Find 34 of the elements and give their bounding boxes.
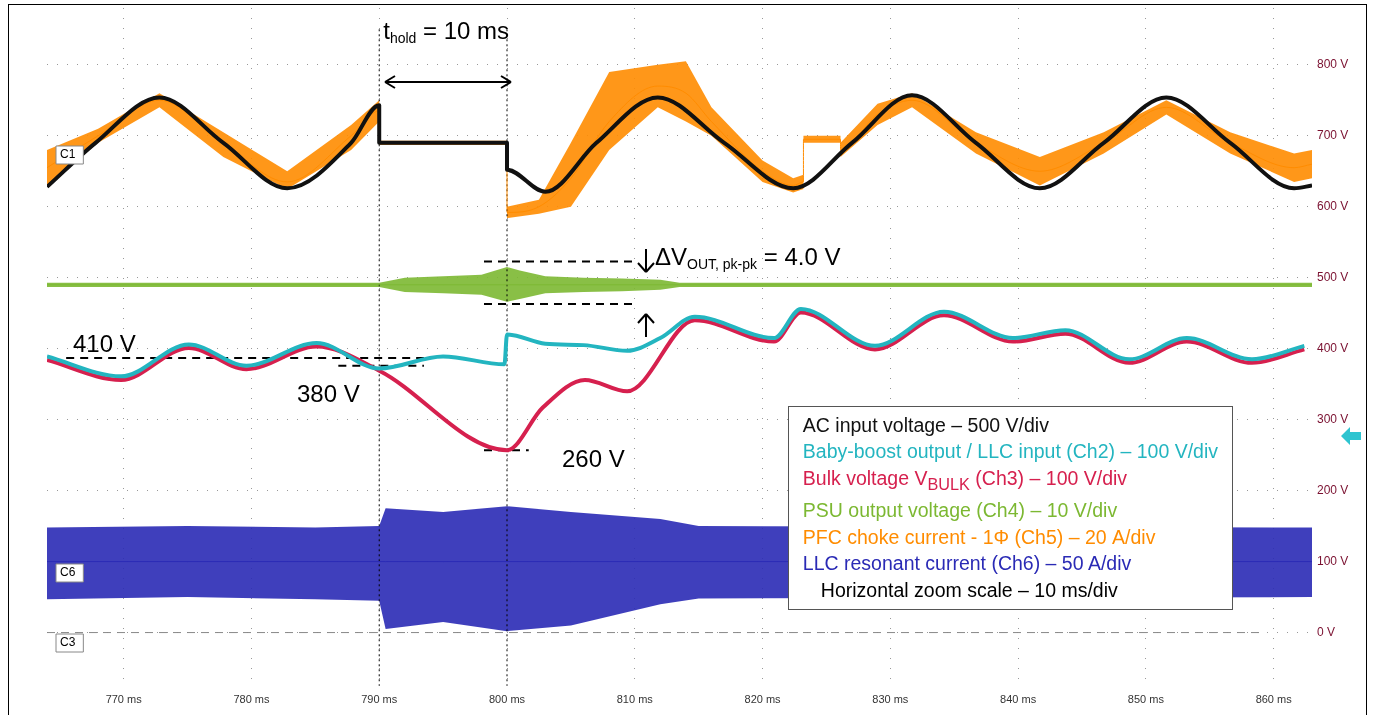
x-tick-label: 820 ms bbox=[744, 693, 782, 706]
y-tick-label: 200 V bbox=[1317, 482, 1349, 497]
annotation: Horizontal zoom scale – 10 ms/div bbox=[819, 577, 1119, 603]
text: Baby-boost output / LLC input (Ch2) – 100 V/div bbox=[802, 439, 1218, 465]
y-tick-label: 100 V bbox=[1317, 553, 1349, 568]
x-tick-label: 830 ms bbox=[872, 693, 909, 706]
x-tick-label: 800 ms bbox=[488, 693, 526, 706]
x-tick-label: 790 ms bbox=[361, 693, 398, 706]
text: AC input voltage – 500 V/div bbox=[802, 412, 1050, 438]
y-tick-label: 300 V bbox=[1317, 411, 1349, 426]
text: PSU output voltage (Ch4) – 10 V/div bbox=[802, 498, 1119, 523]
y-tick-label: 500 V bbox=[1317, 270, 1349, 285]
x-tick-label: 780 ms bbox=[233, 693, 270, 706]
y-tick-label: 800 V bbox=[1317, 57, 1349, 72]
text: PFC choke current - 1Φ (Ch5) – 20 A/div bbox=[802, 524, 1157, 550]
text: Bulk voltage V$_{BULK}$ (Ch3) – 100 V/div bbox=[802, 465, 1129, 495]
annotation: 260 V bbox=[562, 444, 625, 472]
x-tick-label: 810 ms bbox=[616, 693, 654, 706]
y-tick-label: 0 V bbox=[1317, 624, 1336, 639]
y-tick-label: 700 V bbox=[1317, 128, 1349, 143]
line-series bbox=[47, 306, 1307, 379]
series-label: LLC resonant current (Ch6) – 50 A/div bbox=[802, 551, 1133, 576]
line-series bbox=[47, 93, 1312, 194]
x-tick-label: 840 ms bbox=[1000, 693, 1037, 706]
x-tick-label: 850 ms bbox=[1127, 693, 1165, 706]
y-tick-label: 400 V bbox=[1317, 340, 1349, 355]
annotation: C6 bbox=[60, 565, 76, 580]
x-tick-label: 770 ms bbox=[105, 693, 143, 706]
annotation: 380 V bbox=[297, 379, 360, 407]
annotation: C1 bbox=[60, 147, 76, 162]
annotation: 410 V bbox=[73, 329, 136, 357]
y-tick-label: 600 V bbox=[1317, 199, 1349, 214]
x-tick-label: 860 ms bbox=[1255, 693, 1293, 706]
annotation: C3 bbox=[60, 635, 76, 650]
